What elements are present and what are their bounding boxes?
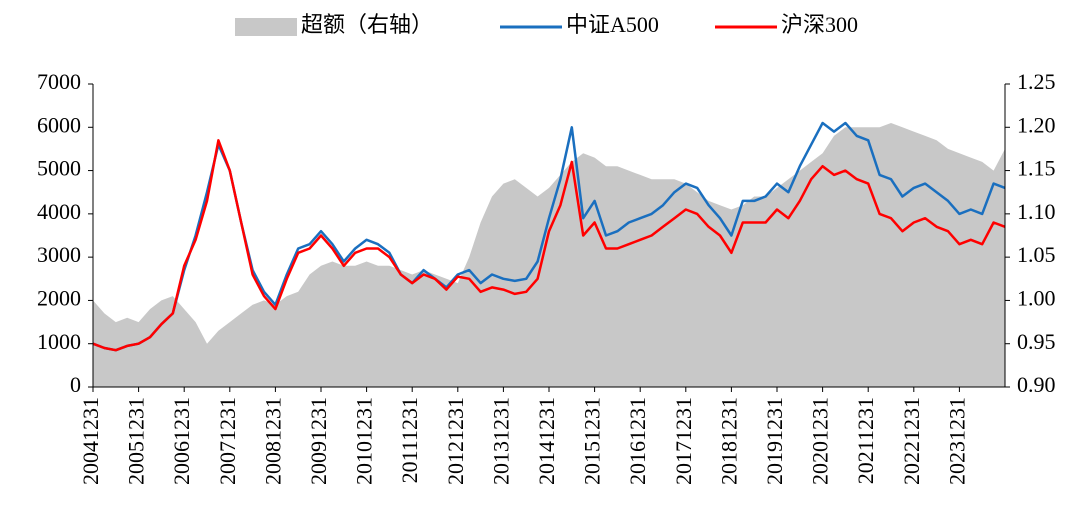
- x-tick-label: 20111231: [397, 397, 422, 483]
- x-tick-label: 20191231: [762, 397, 787, 485]
- y2-tick-label: 0.95: [1017, 329, 1056, 354]
- x-tick-label: 20221231: [899, 397, 924, 485]
- x-tick-label: 20121231: [443, 397, 468, 485]
- legend-label: 沪深300: [781, 12, 858, 37]
- y2-tick-label: 1.05: [1017, 242, 1056, 267]
- x-tick-label: 20151231: [580, 397, 605, 485]
- legend-label: 超额（右轴）: [301, 12, 433, 37]
- y2-tick-label: 1.20: [1017, 112, 1056, 137]
- x-tick-label: 20171231: [671, 397, 696, 485]
- line: [92, 139, 1006, 352]
- y-tick-label: 7000: [37, 69, 81, 94]
- x-tick-label: 20041231: [78, 397, 103, 485]
- y2-tick-label: 1.25: [1017, 69, 1056, 94]
- y-tick-label: 4000: [37, 199, 81, 224]
- x-tick-label: 20201231: [808, 397, 833, 485]
- x-tick-label: 20211231: [853, 397, 878, 484]
- y-tick-label: 5000: [37, 156, 81, 181]
- x-tick-label: 20081231: [260, 397, 285, 485]
- y2-tick-label: 1.15: [1017, 156, 1056, 181]
- y-tick-label: 0: [70, 372, 81, 397]
- x-tick-label: 20101231: [352, 397, 377, 485]
- x-tick-label: 20061231: [169, 397, 194, 485]
- y-tick-label: 1000: [37, 329, 81, 354]
- y2-tick-label: 1.00: [1017, 285, 1056, 310]
- x-tick-label: 20141231: [534, 397, 559, 485]
- x-tick-label: 20231231: [944, 397, 969, 485]
- x-tick-label: 20181231: [716, 397, 741, 485]
- x-tick-label: 20161231: [625, 397, 650, 485]
- y-tick-label: 6000: [37, 112, 81, 137]
- legend-label: 中证A500: [566, 12, 659, 37]
- x-tick-label: 20091231: [306, 397, 331, 485]
- y2-tick-label: 0.90: [1017, 372, 1056, 397]
- x-tick-label: 20051231: [124, 397, 149, 485]
- legend-swatch: [235, 18, 297, 36]
- y2-tick-label: 1.10: [1017, 199, 1056, 224]
- y-tick-label: 3000: [37, 242, 81, 267]
- area: [93, 123, 1005, 387]
- x-tick-label: 20071231: [215, 397, 240, 485]
- y-tick-label: 2000: [37, 285, 81, 310]
- x-tick-label: 20131231: [488, 397, 513, 485]
